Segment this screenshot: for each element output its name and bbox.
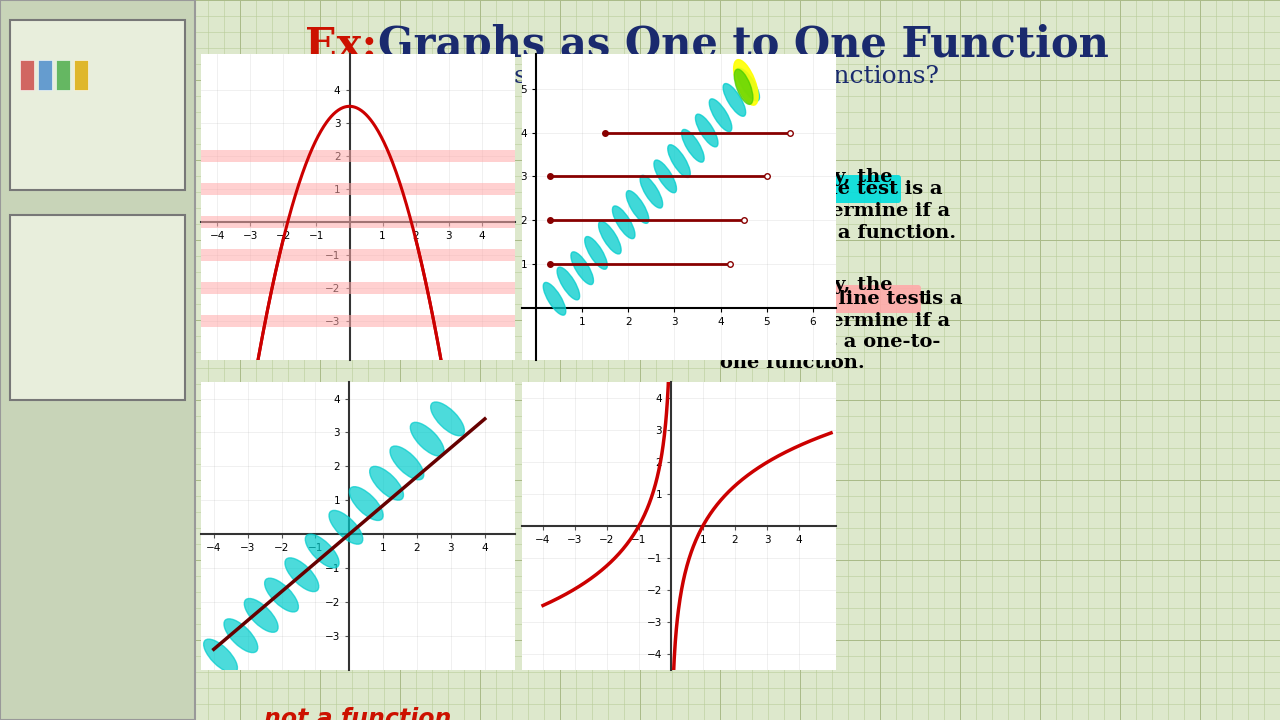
Ellipse shape [585, 237, 607, 269]
Ellipse shape [733, 60, 758, 105]
Ellipse shape [737, 68, 759, 101]
Text: is a: is a [899, 180, 942, 198]
Ellipse shape [244, 598, 278, 632]
Text: Graphically, the: Graphically, the [719, 276, 892, 294]
Ellipse shape [204, 639, 238, 673]
Ellipse shape [430, 402, 465, 436]
FancyBboxPatch shape [10, 20, 186, 190]
Ellipse shape [305, 534, 339, 568]
Bar [0, 0, 195, 720]
Ellipse shape [640, 176, 663, 208]
Ellipse shape [411, 423, 444, 456]
Ellipse shape [285, 558, 319, 592]
Bar [74, 60, 88, 90]
FancyBboxPatch shape [717, 285, 922, 313]
Text: is a: is a [918, 290, 963, 308]
Text: Ex:: Ex: [305, 24, 406, 66]
Text: one function.: one function. [719, 354, 865, 372]
Ellipse shape [626, 191, 649, 223]
Ellipse shape [668, 145, 690, 177]
Ellipse shape [695, 114, 718, 147]
Bar [20, 60, 35, 90]
Ellipse shape [723, 84, 746, 116]
Ellipse shape [543, 282, 566, 315]
Bar [201, 282, 515, 294]
Text: vertical line test: vertical line test [719, 180, 899, 198]
Text: Which graphs represent one-to-one functions?: Which graphs represent one-to-one functi… [351, 66, 940, 89]
Text: horizontal line test: horizontal line test [719, 290, 928, 308]
Text: function is a one-to-: function is a one-to- [719, 333, 941, 351]
Ellipse shape [370, 467, 403, 500]
Bar [201, 315, 515, 327]
Ellipse shape [709, 99, 732, 132]
Bar [201, 150, 515, 162]
Ellipse shape [599, 221, 621, 254]
Ellipse shape [349, 487, 383, 521]
Text: not a function: not a function [264, 707, 452, 720]
Text: relation is a function.: relation is a function. [719, 224, 956, 242]
Ellipse shape [681, 130, 704, 162]
Ellipse shape [390, 446, 424, 480]
Ellipse shape [654, 160, 677, 193]
Ellipse shape [735, 69, 753, 104]
Ellipse shape [612, 206, 635, 238]
Ellipse shape [329, 510, 362, 544]
Ellipse shape [571, 252, 594, 284]
Ellipse shape [224, 618, 257, 652]
Bar [201, 216, 515, 228]
FancyBboxPatch shape [717, 175, 901, 203]
Text: Graphs as One to One Function: Graphs as One to One Function [378, 24, 1108, 66]
Bar [201, 183, 515, 195]
Text: function: function [302, 403, 413, 427]
Bar [56, 60, 70, 90]
Ellipse shape [265, 578, 298, 612]
Text: Graphically, the: Graphically, the [719, 168, 892, 186]
Bar [38, 60, 52, 90]
Bar [201, 249, 515, 261]
FancyBboxPatch shape [10, 215, 186, 400]
Ellipse shape [557, 267, 580, 300]
Text: way to determine if a: way to determine if a [719, 202, 950, 220]
Text: way to determine if a: way to determine if a [719, 312, 950, 330]
